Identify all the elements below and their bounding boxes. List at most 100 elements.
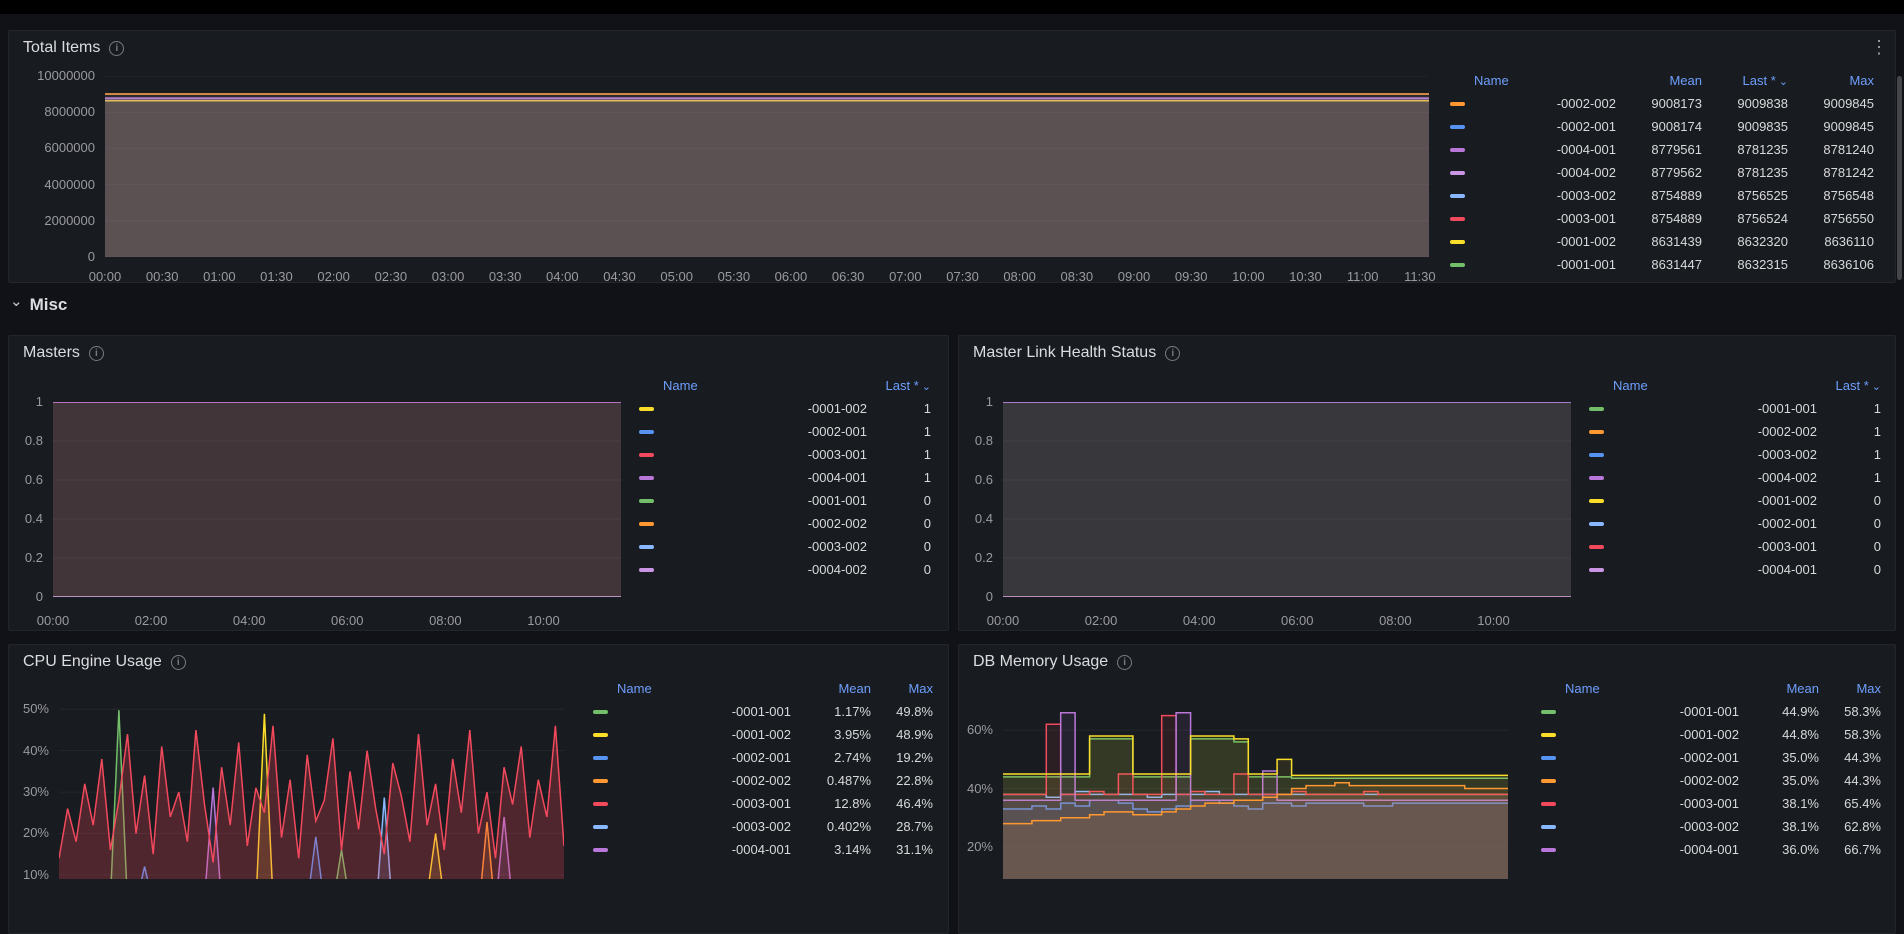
legend-series-row[interactable]: -0002-002 bbox=[593, 773, 791, 788]
legend-series-row[interactable]: -0003-001 bbox=[1541, 796, 1739, 811]
cpu-usage-chart[interactable]: 50% 40% 30% 20% 10% bbox=[9, 679, 587, 933]
legend-series-row[interactable]: -0004-002 bbox=[1589, 470, 1817, 485]
series-name[interactable]: -0001-001 bbox=[1757, 401, 1817, 416]
total-items-chart[interactable]: 10000000 8000000 6000000 4000000 2000000 0 00:… bbox=[9, 65, 1441, 284]
legend-header-name[interactable]: Name bbox=[1565, 681, 1600, 696]
series-name[interactable]: -0002-002 bbox=[1679, 773, 1739, 788]
page-scrollbar[interactable] bbox=[1897, 76, 1902, 280]
series-name[interactable]: -0001-002 bbox=[807, 401, 867, 416]
series-name[interactable]: -0001-001 bbox=[731, 704, 791, 719]
series-name[interactable]: -0002-001 bbox=[1757, 516, 1817, 531]
row-title[interactable]: Misc bbox=[29, 295, 68, 314]
series-name[interactable]: -0004-002 bbox=[1556, 165, 1616, 180]
info-icon[interactable]: i bbox=[88, 345, 104, 361]
chart-plot[interactable] bbox=[59, 701, 564, 879]
legend-series-row[interactable]: -0004-001 bbox=[1589, 562, 1817, 577]
series-name[interactable]: -0002-002 bbox=[807, 516, 867, 531]
series-name[interactable]: -0003-001 bbox=[731, 796, 791, 811]
series-name[interactable]: -0001-002 bbox=[1679, 727, 1739, 742]
db-memory-chart[interactable]: 60% 40% 20% bbox=[959, 679, 1537, 933]
series-name[interactable]: -0003-002 bbox=[1757, 447, 1817, 462]
legend-series-row[interactable]: -0002-001 bbox=[1450, 119, 1616, 134]
legend-series-row[interactable]: -0001-002 bbox=[593, 727, 791, 742]
legend-series-row[interactable]: -0004-001 bbox=[1450, 142, 1616, 157]
series-name[interactable]: -0003-002 bbox=[731, 819, 791, 834]
series-name[interactable]: -0002-002 bbox=[731, 773, 791, 788]
series-name[interactable]: -0004-001 bbox=[807, 470, 867, 485]
series-name[interactable]: -0004-001 bbox=[731, 842, 791, 857]
legend-header-mean[interactable]: Mean bbox=[1669, 73, 1702, 88]
legend-series-row[interactable]: -0003-002 bbox=[1450, 188, 1616, 203]
chart-plot[interactable] bbox=[53, 402, 621, 597]
series-name[interactable]: -0003-001 bbox=[1757, 539, 1817, 554]
panel-title[interactable]: Master Link Health Status bbox=[973, 344, 1157, 361]
legend-header-mean[interactable]: Mean bbox=[838, 681, 871, 696]
legend-series-row[interactable]: -0002-001 bbox=[639, 424, 867, 439]
series-name[interactable]: -0001-001 bbox=[1679, 704, 1739, 719]
legend-series-row[interactable]: -0003-002 bbox=[593, 819, 791, 834]
info-icon[interactable]: i bbox=[1117, 654, 1133, 670]
legend-header-max[interactable]: Max bbox=[1856, 681, 1881, 696]
legend-header-last-[interactable]: Last * ⌄ bbox=[1835, 378, 1881, 393]
legend-series-row[interactable]: -0002-001 bbox=[593, 750, 791, 765]
series-name[interactable]: -0001-002 bbox=[1556, 234, 1616, 249]
dashboard-row-misc[interactable]: ⌄ Misc bbox=[10, 292, 67, 318]
legend-series-row[interactable]: -0003-002 bbox=[1541, 819, 1739, 834]
legend-series-row[interactable]: -0001-002 bbox=[1541, 727, 1739, 742]
legend-series-row[interactable]: -0003-001 bbox=[593, 796, 791, 811]
info-icon[interactable]: i bbox=[109, 40, 125, 56]
legend-series-row[interactable]: -0002-002 bbox=[639, 516, 867, 531]
series-name[interactable]: -0002-001 bbox=[807, 424, 867, 439]
legend-series-row[interactable]: -0001-001 bbox=[1541, 704, 1739, 719]
legend-series-row[interactable]: -0001-002 bbox=[1450, 234, 1616, 249]
legend-series-row[interactable]: -0001-001 bbox=[1450, 257, 1616, 272]
series-name[interactable]: -0004-001 bbox=[1757, 562, 1817, 577]
legend-series-row[interactable]: -0002-001 bbox=[1541, 750, 1739, 765]
series-name[interactable]: -0003-001 bbox=[1679, 796, 1739, 811]
legend-series-row[interactable]: -0001-002 bbox=[1589, 493, 1817, 508]
legend-series-row[interactable]: -0001-001 bbox=[639, 493, 867, 508]
legend-series-row[interactable]: -0002-002 bbox=[1589, 424, 1817, 439]
legend-series-row[interactable]: -0001-001 bbox=[1589, 401, 1817, 416]
series-name[interactable]: -0002-002 bbox=[1757, 424, 1817, 439]
series-name[interactable]: -0003-001 bbox=[807, 447, 867, 462]
legend-series-row[interactable]: -0004-001 bbox=[639, 470, 867, 485]
series-name[interactable]: -0001-001 bbox=[807, 493, 867, 508]
chart-plot[interactable] bbox=[1003, 701, 1508, 879]
panel-title[interactable]: CPU Engine Usage bbox=[23, 653, 162, 670]
legend-series-row[interactable]: -0003-002 bbox=[639, 539, 867, 554]
legend-series-row[interactable]: -0001-002 bbox=[639, 401, 867, 416]
series-name[interactable]: -0001-001 bbox=[1556, 257, 1616, 272]
info-icon[interactable]: i bbox=[170, 654, 186, 670]
series-name[interactable]: -0003-001 bbox=[1556, 211, 1616, 226]
series-name[interactable]: -0003-002 bbox=[1679, 819, 1739, 834]
legend-series-row[interactable]: -0003-001 bbox=[1450, 211, 1616, 226]
legend-series-row[interactable]: -0002-001 bbox=[1589, 516, 1817, 531]
legend-header-last-[interactable]: Last * ⌄ bbox=[885, 378, 931, 393]
legend-series-row[interactable]: -0004-001 bbox=[593, 842, 791, 857]
series-name[interactable]: -0002-002 bbox=[1556, 96, 1616, 111]
legend-series-row[interactable]: -0003-001 bbox=[1589, 539, 1817, 554]
legend-header-name[interactable]: Name bbox=[1474, 73, 1509, 88]
series-name[interactable]: -0002-001 bbox=[1556, 119, 1616, 134]
legend-header-name[interactable]: Name bbox=[663, 378, 698, 393]
panel-title[interactable]: Masters bbox=[23, 344, 80, 361]
legend-header-name[interactable]: Name bbox=[1613, 378, 1648, 393]
series-name[interactable]: -0001-002 bbox=[731, 727, 791, 742]
legend-series-row[interactable]: -0003-002 bbox=[1589, 447, 1817, 462]
series-name[interactable]: -0004-001 bbox=[1556, 142, 1616, 157]
masters-chart[interactable]: 1 0.8 0.6 0.4 0.2 0 00:00 02:00 04:00 06:00 08:00 1… bbox=[9, 370, 635, 630]
series-name[interactable]: -0004-002 bbox=[807, 562, 867, 577]
series-name[interactable]: -0004-001 bbox=[1679, 842, 1739, 857]
master-link-chart[interactable]: 1 0.8 0.6 0.4 0.2 0 00:00 02:00 04:00 06:00 08:00 1… bbox=[959, 370, 1585, 630]
panel-menu-icon[interactable]: ⋮ bbox=[1870, 37, 1888, 57]
panel-title[interactable]: DB Memory Usage bbox=[973, 653, 1109, 670]
series-name[interactable]: -0002-001 bbox=[731, 750, 791, 765]
series-name[interactable]: -0002-001 bbox=[1679, 750, 1739, 765]
legend-series-row[interactable]: -0003-001 bbox=[639, 447, 867, 462]
chart-plot[interactable] bbox=[105, 76, 1429, 257]
chart-plot[interactable] bbox=[1003, 402, 1571, 597]
series-name[interactable]: -0003-002 bbox=[1556, 188, 1616, 203]
legend-series-row[interactable]: -0004-002 bbox=[639, 562, 867, 577]
legend-header-max[interactable]: Max bbox=[1849, 73, 1874, 88]
